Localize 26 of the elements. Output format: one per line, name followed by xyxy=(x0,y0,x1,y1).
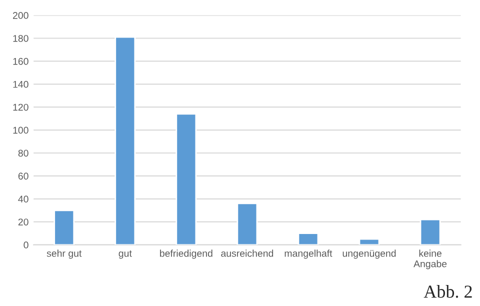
y-tick-label: 200 xyxy=(13,12,28,19)
y-tick-label: 180 xyxy=(13,34,28,42)
y-tick-label: 60 xyxy=(18,172,28,180)
bar xyxy=(358,238,380,245)
x-tick-label: ausreichend xyxy=(221,250,274,257)
x-tick-label: ungenügend xyxy=(342,250,396,259)
y-tick-label: 160 xyxy=(13,58,28,65)
x-tick-label: gut xyxy=(118,250,132,259)
y-tick-label: 120 xyxy=(13,104,28,111)
x-tick-label: mangelhaft xyxy=(284,250,332,259)
bar xyxy=(298,232,319,245)
y-tick-label: 20 xyxy=(18,218,28,226)
bar xyxy=(54,210,75,245)
y-tick-label: 40 xyxy=(18,196,28,203)
caption: Abb. 2 xyxy=(424,285,472,298)
x-tick-label: keine Angabe xyxy=(414,250,447,270)
bar xyxy=(420,218,441,245)
bar xyxy=(176,113,197,245)
bar xyxy=(114,36,136,245)
x-tick-label: sehr gut xyxy=(46,250,82,259)
y-tick-label: 140 xyxy=(13,80,28,88)
y-tick-label: 80 xyxy=(18,150,28,157)
bar xyxy=(236,202,258,245)
y-tick-label: 100 xyxy=(13,126,28,134)
x-tick-label: befriedigend xyxy=(160,250,212,259)
y-tick-label: 0 xyxy=(24,242,28,248)
